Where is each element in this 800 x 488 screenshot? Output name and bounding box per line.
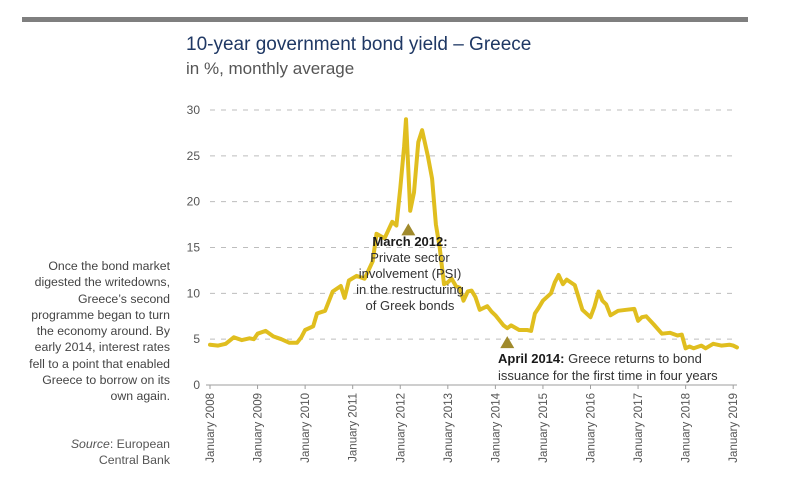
y-tick-label: 5 xyxy=(193,332,200,346)
reaccess-marker xyxy=(500,336,515,349)
source-note: Source: European Central Bank xyxy=(40,436,170,469)
x-tick-label: January 2010 xyxy=(300,393,312,463)
chart-title: 10-year government bond yield – Greece xyxy=(186,34,532,55)
y-tick-label: 0 xyxy=(193,378,200,392)
top-rule xyxy=(22,17,748,22)
y-tick-label: 30 xyxy=(187,103,201,117)
chart-subtitle: in %, monthly average xyxy=(186,59,355,78)
y-tick-label: 25 xyxy=(187,149,201,163)
source-text: : European Central Bank xyxy=(98,437,170,468)
yield-series-line xyxy=(208,117,739,351)
x-tick-label: January 2012 xyxy=(395,393,407,463)
annotation-reaccess-text: Greece returns to bond issuance for the … xyxy=(498,351,718,383)
x-tick-label: January 2011 xyxy=(348,393,360,462)
annotation-psi: March 2012: Private sector involvement (… xyxy=(352,234,468,314)
y-tick-label: 15 xyxy=(187,241,201,255)
annotation-reaccess-date: April 2014: xyxy=(498,351,565,366)
side-note: Once the bond market digested the writed… xyxy=(29,259,170,404)
psi-marker xyxy=(401,223,416,236)
x-tick-label: January 2015 xyxy=(538,393,550,463)
source-label: Source xyxy=(70,437,110,451)
y-tick-label: 10 xyxy=(187,286,201,300)
x-tick-label: January 2014 xyxy=(490,392,502,462)
x-tick-label: January 2009 xyxy=(253,393,265,463)
annotation-reaccess: April 2014: Greece returns to bond issua… xyxy=(498,350,738,384)
x-tick-label: January 2013 xyxy=(443,393,455,463)
x-tick-label: January 2019 xyxy=(728,393,740,463)
annotation-psi-date: March 2012: xyxy=(372,234,448,249)
x-tick-label: January 2016 xyxy=(586,393,598,463)
annotation-psi-text: Private sector involvement (PSI) in the … xyxy=(356,250,464,313)
x-tick-label: January 2017 xyxy=(633,393,645,463)
x-tick-label: January 2018 xyxy=(681,393,693,463)
x-tick-label: January 2008 xyxy=(205,393,217,463)
y-tick-label: 20 xyxy=(187,195,201,209)
